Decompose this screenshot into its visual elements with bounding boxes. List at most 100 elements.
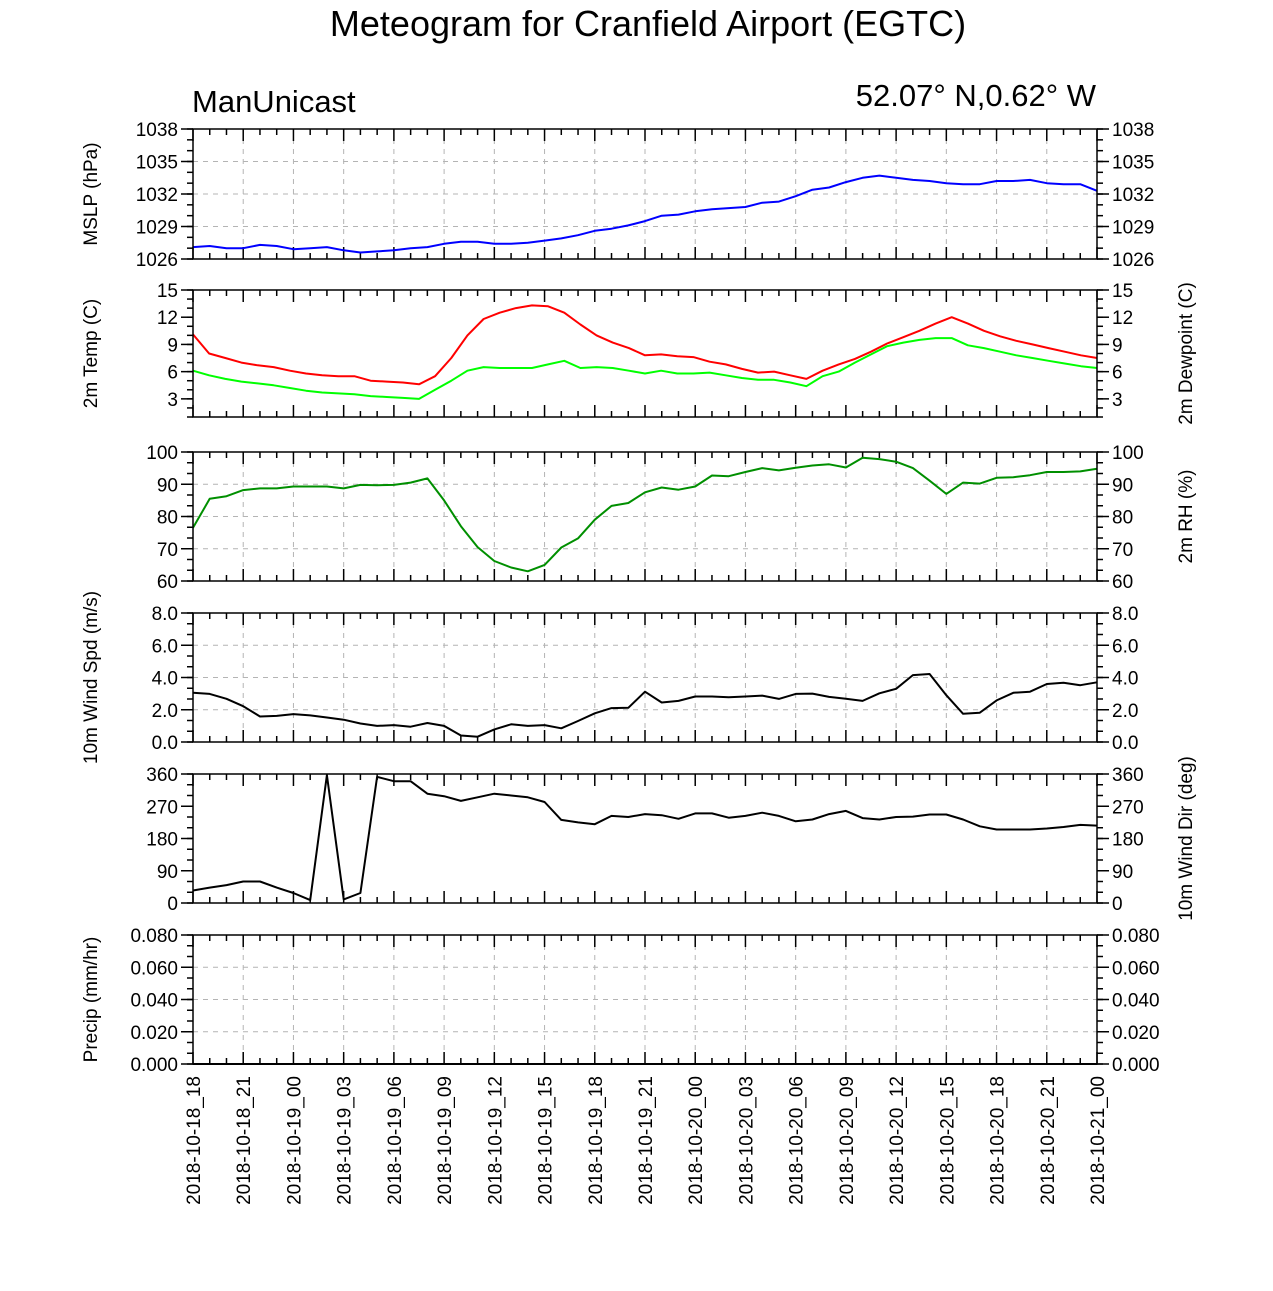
y-tick-label-left: 15 [157, 281, 178, 302]
y-tick-label-left: 60 [157, 572, 178, 593]
y-tick-label-right: 80 [1112, 508, 1133, 529]
y-tick-label-left: 270 [146, 797, 178, 818]
y-tick-label-left: 70 [157, 540, 178, 561]
y-tick-label-right: 1035 [1112, 153, 1154, 174]
y-tick-label-right: 0.080 [1112, 926, 1160, 947]
y-tick-label-left: 9 [167, 335, 178, 356]
panel-5: 0 0 90 90 180 180 270 270 360 360 10m Wind Dir (de… [146, 756, 1197, 921]
y-tick-label-right: 0.060 [1112, 958, 1160, 979]
x-tick-label: 2018-10-19_06 [385, 1076, 406, 1205]
panel-frame [192, 773, 1098, 904]
y-tick-label-left: 90 [157, 475, 178, 496]
x-tick-label: 2018-10-19_18 [586, 1076, 607, 1205]
series-line-1 [192, 304, 1098, 386]
panel-2: 3 3 6 6 9 9 12 12 15 15 2m Temp (C) 2m Dewpoint (C) [81, 281, 1197, 425]
y-tick-label-left: 0.040 [130, 991, 178, 1012]
y-tick-label-right: 270 [1112, 797, 1144, 818]
y-tick-label-right: 0.0 [1112, 733, 1138, 754]
y-axis-label-right: 2m RH (%) [1176, 470, 1197, 564]
y-tick-label-right: 360 [1112, 765, 1144, 786]
y-tick-label-right: 3 [1112, 390, 1123, 411]
y-tick-label-right: 4.0 [1112, 669, 1138, 690]
y-tick-label-right: 9 [1112, 335, 1123, 356]
series-line-2 [192, 337, 1098, 400]
y-axis-label-left: 10m Wind Spd (m/s) [81, 591, 102, 764]
x-tick-label: 2018-10-21_00 [1088, 1076, 1109, 1205]
panels-group: 1026 1026 1029 1029 1032 1032 1035 1035 1038 1038… [81, 120, 1197, 1076]
y-tick-label-left: 0.080 [130, 926, 178, 947]
x-tick-label: 2018-10-18_18 [184, 1076, 205, 1205]
y-tick-label-right: 8.0 [1112, 604, 1138, 625]
x-tick-label: 2018-10-19_21 [636, 1076, 657, 1205]
y-tick-label-right: 1029 [1112, 218, 1154, 239]
model-label: ManUnicast [192, 84, 356, 119]
panel-3: 60 60 70 70 80 80 90 90 100 100 2m RH (%) [146, 443, 1197, 593]
y-tick-label-left: 1029 [136, 218, 178, 239]
y-tick-label-left: 6.0 [152, 636, 178, 657]
x-tick-label: 2018-10-20_18 [988, 1076, 1009, 1205]
y-tick-label-right: 60 [1112, 572, 1133, 593]
y-axis-label-left: 2m Temp (C) [81, 299, 102, 408]
y-axis-label-left: MSLP (hPa) [81, 142, 102, 245]
x-tick-label: 2018-10-20_06 [787, 1076, 808, 1205]
y-tick-label-left: 80 [157, 508, 178, 529]
x-tick-label: 2018-10-20_12 [887, 1076, 908, 1205]
y-tick-label-left: 360 [146, 765, 178, 786]
y-tick-label-right: 1032 [1112, 185, 1154, 206]
y-tick-label-right: 70 [1112, 540, 1133, 561]
panel-frame [192, 128, 1098, 260]
y-tick-label-left: 2.0 [152, 701, 178, 722]
panel-frame [192, 289, 1098, 418]
x-tick-label: 2018-10-20_00 [686, 1076, 707, 1205]
y-tick-label-left: 6 [167, 363, 178, 384]
x-tick-label: 2018-10-19_12 [485, 1076, 506, 1205]
series-line-1 [192, 456, 1098, 573]
x-tick-label: 2018-10-18_21 [234, 1076, 255, 1205]
location-coordinates: 52.07° N,0.62° W [856, 78, 1097, 113]
y-tick-label-left: 8.0 [152, 604, 178, 625]
series-line-1 [192, 774, 1098, 902]
y-tick-label-left: 0.0 [152, 733, 178, 754]
panel-1: 1026 1026 1029 1029 1032 1032 1035 1035 1038 1038… [81, 120, 1154, 271]
y-tick-label-left: 90 [157, 862, 178, 883]
y-tick-label-left: 0.000 [130, 1055, 178, 1076]
panel-4: 0.0 0.0 2.0 2.0 4.0 4.0 6.0 6.0 8.0 8.0 10m Wind S… [81, 591, 1138, 764]
y-tick-label-right: 15 [1112, 281, 1133, 302]
y-tick-label-left: 1032 [136, 185, 178, 206]
y-tick-label-right: 0.040 [1112, 991, 1160, 1012]
panel-frame [192, 934, 1098, 1065]
y-tick-label-left: 0.060 [130, 958, 178, 979]
series-line-1 [192, 174, 1098, 254]
y-tick-label-right: 0.000 [1112, 1055, 1160, 1076]
series-line-1 [192, 673, 1098, 738]
y-tick-label-left: 100 [146, 443, 178, 464]
y-tick-label-right: 90 [1112, 475, 1133, 496]
y-tick-label-right: 90 [1112, 862, 1133, 883]
y-tick-label-right: 100 [1112, 443, 1144, 464]
y-tick-label-left: 0.020 [130, 1023, 178, 1044]
x-tick-label: 2018-10-19_00 [284, 1076, 305, 1205]
x-tick-label: 2018-10-19_09 [435, 1076, 456, 1205]
y-tick-label-right: 2.0 [1112, 701, 1138, 722]
y-tick-label-left: 3 [167, 390, 178, 411]
y-tick-label-left: 1038 [136, 120, 178, 141]
chart-title: Meteogram for Cranfield Airport (EGTC) [330, 3, 966, 44]
x-axis: 2018-10-18_18 2018-10-18_21 2018-10-19_00 2… [184, 1076, 1109, 1205]
panel-frame [192, 612, 1098, 743]
y-tick-label-left: 1026 [136, 250, 178, 271]
panel-frame [192, 451, 1098, 582]
y-axis-label-right: 2m Dewpoint (C) [1176, 282, 1197, 425]
y-tick-label-right: 6 [1112, 363, 1123, 384]
y-tick-label-right: 1038 [1112, 120, 1154, 141]
y-axis-label-right: 10m Wind Dir (deg) [1176, 756, 1197, 921]
y-tick-label-left: 1035 [136, 153, 178, 174]
y-axis-label-left: Precip (mm/hr) [81, 937, 102, 1063]
y-tick-label-left: 12 [157, 308, 178, 329]
x-tick-label: 2018-10-19_03 [335, 1076, 356, 1205]
y-tick-label-right: 180 [1112, 830, 1144, 851]
x-tick-label: 2018-10-20_21 [1038, 1076, 1059, 1205]
x-tick-label: 2018-10-20_09 [837, 1076, 858, 1205]
y-tick-label-right: 6.0 [1112, 636, 1138, 657]
x-tick-label: 2018-10-20_03 [736, 1076, 757, 1205]
y-tick-label-left: 180 [146, 830, 178, 851]
